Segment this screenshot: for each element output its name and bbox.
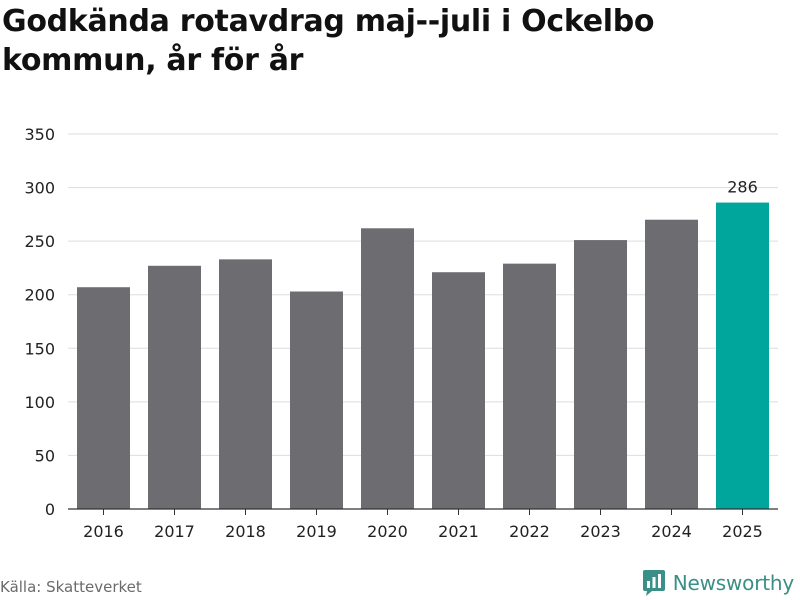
bar-2023 — [574, 240, 627, 510]
brand-name: Newsworthy — [672, 571, 794, 595]
chart-title: Godkända rotavdrag maj--juli i Ockelbo k… — [2, 4, 655, 78]
y-tick-label: 150 — [24, 339, 55, 358]
brand: Newsworthy — [642, 569, 794, 597]
y-tick-labels: 0 50 100 150 200 250 300 350 — [24, 125, 55, 519]
x-tick-labels: 2016 2017 2018 2019 2020 2021 2022 2023 2024 2025 — [83, 522, 763, 541]
bar-2019 — [290, 291, 343, 509]
x-tick-label: 2022 — [509, 522, 550, 541]
bar-2022 — [503, 263, 556, 509]
data-labels: 286 — [727, 178, 758, 197]
x-tick-label: 2020 — [367, 522, 408, 541]
y-tick-label: 350 — [24, 125, 55, 144]
y-tick-label: 300 — [24, 179, 55, 198]
y-tick-label: 200 — [24, 286, 55, 305]
x-tick-label: 2018 — [225, 522, 266, 541]
x-tick-label: 2023 — [580, 522, 621, 541]
bar-2020 — [361, 228, 414, 510]
y-tick-label: 50 — [35, 446, 55, 465]
bar-2016 — [77, 287, 130, 509]
bar-2024 — [645, 219, 698, 509]
bar-2017 — [148, 265, 201, 509]
bars — [77, 202, 769, 510]
bar-2025 — [716, 202, 769, 510]
x-tick-label: 2019 — [296, 522, 337, 541]
x-tick-label: 2025 — [722, 522, 763, 541]
x-tick-label: 2021 — [438, 522, 479, 541]
axes — [68, 508, 778, 515]
x-tick-label: 2017 — [154, 522, 195, 541]
y-tick-label: 100 — [24, 393, 55, 412]
newsworthy-logo-icon — [642, 570, 665, 596]
bar-2021 — [432, 272, 485, 509]
x-tick-label: 2024 — [651, 522, 692, 541]
bar-2018 — [219, 259, 272, 509]
data-label: 286 — [727, 178, 758, 197]
y-tick-label: 0 — [45, 500, 55, 519]
source-note: Källa: Skatteverket — [0, 578, 142, 596]
x-tick-label: 2016 — [83, 522, 124, 541]
y-tick-label: 250 — [24, 232, 55, 251]
